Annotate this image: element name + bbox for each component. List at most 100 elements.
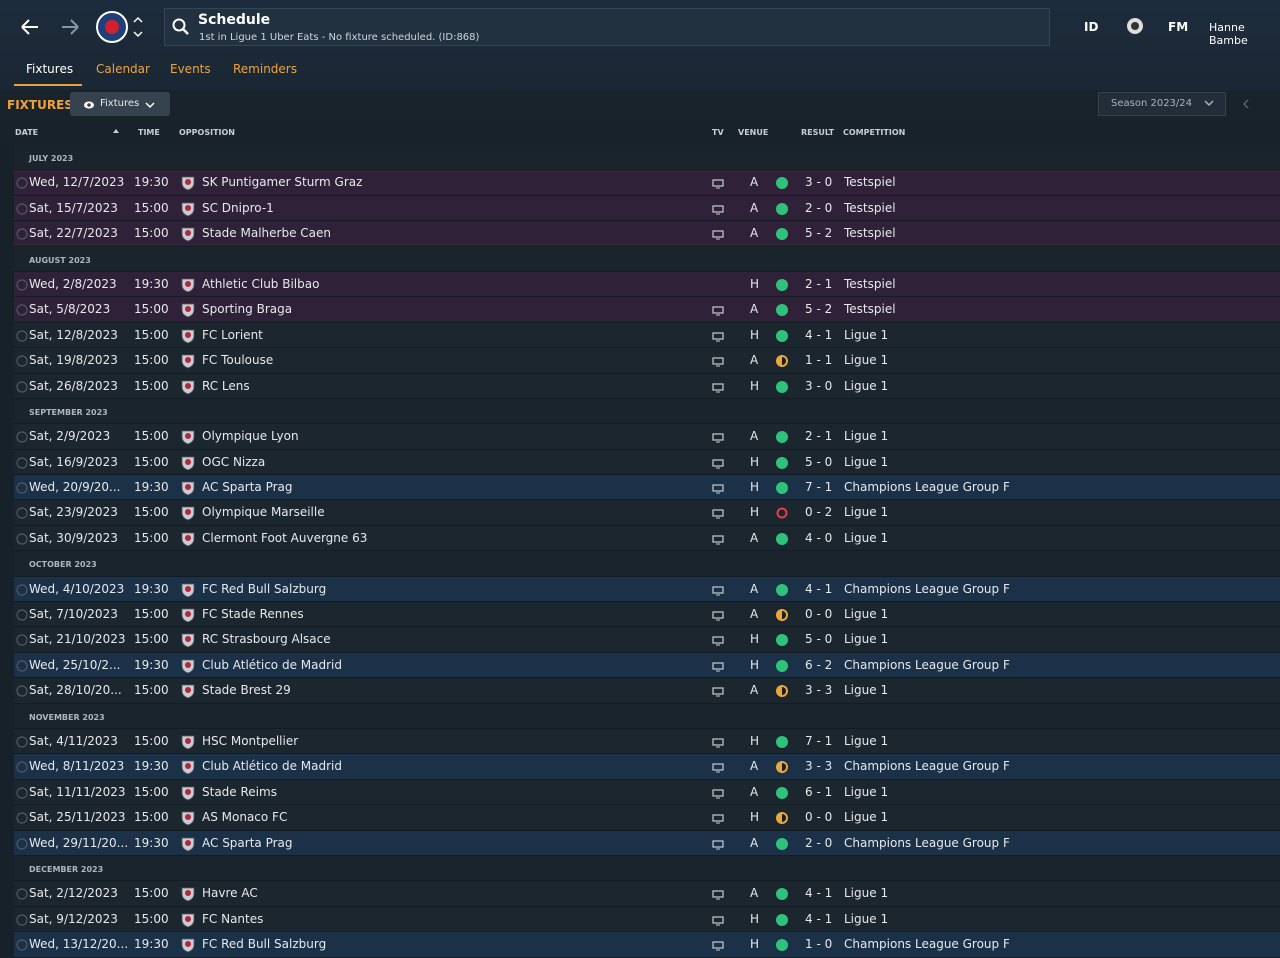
competition[interactable]: Ligue 1 — [844, 378, 889, 393]
column-header-label[interactable]: DATE — [15, 128, 39, 137]
nav-arrows[interactable] — [18, 14, 98, 40]
fixture-row[interactable]: Sat, 11/11/2023 15:00 Stade Reims A 6 - 1 Lig… — [14, 779, 1280, 806]
opposition[interactable]: Stade Reims — [202, 784, 277, 799]
column-header-label[interactable]: VENUE — [738, 128, 769, 137]
opposition[interactable]: OGC Nizza — [202, 454, 266, 469]
competition[interactable]: Testspiel — [844, 226, 896, 241]
competition[interactable]: Champions League Group F — [844, 480, 1010, 495]
competition[interactable]: Ligue 1 — [844, 911, 889, 926]
competition[interactable]: Champions League Group F — [844, 835, 1010, 850]
competition[interactable]: Champions League Group F — [844, 581, 1010, 596]
opposition[interactable]: Clermont Foot Auvergne 63 — [202, 530, 368, 545]
fixture-row[interactable]: Sat, 2/12/2023 15:00 Havre AC A 4 - 1 Ligue 1 — [14, 881, 1280, 907]
competition[interactable]: Ligue 1 — [844, 353, 889, 368]
competition[interactable]: Champions League Group F — [844, 759, 1010, 774]
competition[interactable]: Ligue 1 — [844, 810, 889, 825]
fixture-row[interactable]: Sat, 5/8/2023 15:00 Sporting Braga A 5 - 2 Te… — [14, 297, 1280, 323]
opposition[interactable]: Stade Brest 29 — [202, 683, 291, 698]
fixture-row[interactable]: Sat, 2/9/2023 15:00 Olympique Lyon A 2 - 1 Li… — [14, 424, 1280, 450]
competition[interactable]: Ligue 1 — [844, 733, 889, 748]
opposition[interactable]: RC Strasbourg Alsace — [202, 632, 331, 647]
competition[interactable]: Ligue 1 — [844, 607, 889, 622]
fixture-row[interactable]: Sat, 9/12/2023 15:00 FC Nantes H 4 - 1 Ligue … — [14, 906, 1280, 933]
fixture-row[interactable]: Wed, 13/12/20... 19:30 FC Red Bull Salzbur… — [14, 932, 1280, 958]
opposition[interactable]: Olympique Marseille — [202, 505, 325, 520]
fixture-row[interactable]: Sat, 21/10/2023 15:00 RC Strasbourg Alsace… — [14, 627, 1280, 653]
opposition[interactable]: Athletic Club Bilbao — [202, 276, 320, 291]
fixture-row[interactable]: Wed, 8/11/2023 19:30 Club Atlético de Madr… — [14, 754, 1280, 780]
opposition[interactable]: Club Atlético de Madrid — [202, 657, 342, 672]
fixture-row[interactable]: Wed, 4/10/2023 19:30 FC Red Bull Salzburg A… — [14, 576, 1280, 603]
competition[interactable]: Champions League Group F — [844, 937, 1010, 952]
tab[interactable]: Events — [170, 62, 211, 76]
outcome-icon — [775, 456, 789, 473]
opposition[interactable]: FC Red Bull Salzburg — [202, 581, 327, 596]
column-header-label[interactable]: RESULT — [801, 128, 835, 137]
column-header-label[interactable]: TV — [712, 128, 724, 137]
competition[interactable]: Ligue 1 — [844, 632, 889, 647]
opposition[interactable]: AS Monaco FC — [202, 810, 288, 825]
competition[interactable]: Ligue 1 — [844, 683, 889, 698]
opposition[interactable]: Club Atlético de Madrid — [202, 759, 342, 774]
competition[interactable]: Testspiel — [844, 302, 896, 317]
fixture-row[interactable]: Sat, 22/7/2023 15:00 Stade Malherbe Caen A 5… — [14, 221, 1280, 247]
club-crest[interactable] — [96, 10, 148, 44]
opposition[interactable]: FC Toulouse — [202, 353, 274, 368]
competition[interactable]: Testspiel — [844, 200, 896, 215]
opposition[interactable]: AC Sparta Prag — [202, 480, 293, 495]
tab[interactable]: Calendar — [96, 62, 150, 76]
opposition[interactable]: Havre AC — [202, 886, 258, 901]
opposition[interactable]: AC Sparta Prag — [202, 835, 293, 850]
fixture-row[interactable]: Wed, 12/7/2023 19:30 SK Puntigamer Sturm G… — [14, 170, 1280, 196]
season-select[interactable] — [1098, 92, 1226, 116]
id-button[interactable]: ID — [1084, 20, 1099, 34]
fixture-row[interactable]: Sat, 4/11/2023 15:00 HSC Montpellier H 7 - 1… — [14, 728, 1280, 755]
fixture-row[interactable]: Wed, 20/9/20... 19:30 AC Sparta Prag H 7 - 1… — [14, 475, 1280, 501]
fixture-date: Wed, 25/10/2... — [29, 657, 121, 672]
competition[interactable]: Ligue 1 — [844, 784, 889, 799]
fixture-row[interactable]: Sat, 19/8/2023 15:00 FC Toulouse A 1 - 1 Ligu… — [14, 348, 1280, 374]
manager-name[interactable]: Hanne Bambe — [1209, 21, 1248, 47]
opposition[interactable]: FC Lorient — [202, 327, 263, 342]
fixture-row[interactable]: Sat, 7/10/2023 15:00 FC Stade Rennes A 0 - 0… — [14, 602, 1280, 628]
opposition[interactable]: HSC Montpellier — [202, 733, 299, 748]
opposition[interactable]: FC Stade Rennes — [202, 607, 304, 622]
opposition[interactable]: Olympique Lyon — [202, 429, 299, 444]
fixture-date: Sat, 21/10/2023 — [29, 632, 126, 647]
tab[interactable]: Fixtures — [26, 62, 74, 76]
competition[interactable]: Testspiel — [844, 175, 896, 190]
opposition[interactable]: FC Nantes — [202, 911, 264, 926]
tab[interactable]: Reminders — [233, 62, 297, 76]
competition[interactable]: Testspiel — [844, 276, 896, 291]
competition[interactable]: Champions League Group F — [844, 657, 1010, 672]
fixture-row[interactable]: Sat, 12/8/2023 15:00 FC Lorient H 4 - 1 Ligue… — [14, 322, 1280, 349]
fm-button[interactable]: FM — [1168, 20, 1189, 34]
fixture-row[interactable]: Sat, 25/11/2023 15:00 AS Monaco FC H 0 - 0 Li… — [14, 805, 1280, 831]
fixture-row[interactable]: Wed, 2/8/2023 19:30 Athletic Club Bilbao H 2… — [14, 271, 1280, 298]
fixture-row[interactable]: Sat, 26/8/2023 15:00 RC Lens H 3 - 0 Ligue 1 — [14, 373, 1280, 399]
opposition[interactable]: SC Dnipro-1 — [202, 200, 274, 215]
competition[interactable]: Ligue 1 — [844, 886, 889, 901]
fixture-row[interactable]: Sat, 30/9/2023 15:00 Clermont Foot Auvergn… — [14, 525, 1280, 552]
fixture-row[interactable]: Sat, 28/10/20... 15:00 Stade Brest 29 A 3 - … — [14, 678, 1280, 704]
fixture-row[interactable]: Wed, 29/11/20... 19:30 AC Sparta Prag A 2 - … — [14, 830, 1280, 856]
competition[interactable]: Ligue 1 — [844, 429, 889, 444]
competition[interactable]: Ligue 1 — [844, 530, 889, 545]
opposition[interactable]: Stade Malherbe Caen — [202, 226, 331, 241]
fixture-row[interactable]: Sat, 15/7/2023 15:00 SC Dnipro-1 A 2 - 0 Test… — [14, 195, 1280, 222]
column-header-label[interactable]: TIME — [138, 128, 160, 137]
opposition[interactable]: FC Red Bull Salzburg — [202, 937, 327, 952]
competition[interactable]: Ligue 1 — [844, 327, 889, 342]
fixture-row[interactable]: Wed, 25/10/2... 19:30 Club Atlético de Mad… — [14, 652, 1280, 679]
column-header-label[interactable]: OPPOSITION — [179, 128, 235, 137]
search-box[interactable] — [164, 8, 1050, 46]
competition[interactable]: Ligue 1 — [844, 505, 889, 520]
opposition[interactable]: SK Puntigamer Sturm Graz — [202, 175, 363, 190]
competition[interactable]: Ligue 1 — [844, 454, 889, 469]
column-header-label[interactable]: COMPETITION — [843, 128, 906, 137]
opposition[interactable]: Sporting Braga — [202, 302, 293, 317]
opposition[interactable]: RC Lens — [202, 378, 250, 393]
fixture-row[interactable]: Sat, 16/9/2023 15:00 OGC Nizza H 5 - 0 Ligue … — [14, 449, 1280, 476]
fixture-row[interactable]: Sat, 23/9/2023 15:00 Olympique Marseille H 0… — [14, 500, 1280, 526]
avatar[interactable] — [1126, 17, 1144, 35]
